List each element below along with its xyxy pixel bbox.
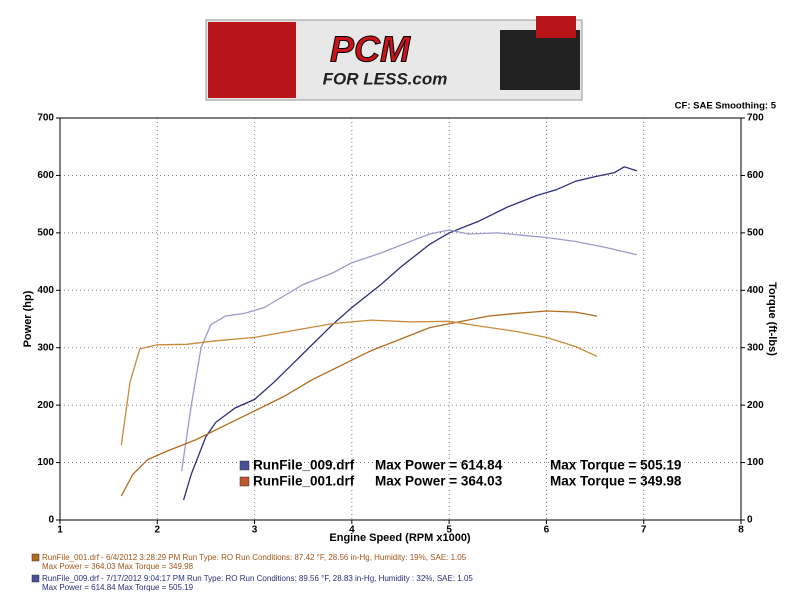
y-tick-label: 300 [37, 342, 54, 353]
x-tick-label: 2 [155, 525, 161, 536]
legend-file: RunFile_001.drf [253, 474, 355, 489]
y-tick-label: 0 [48, 515, 54, 526]
y2-tick-label: 700 [747, 113, 764, 124]
y-tick-label: 500 [37, 227, 54, 238]
run-swatch [31, 553, 40, 562]
x-tick-label: 5 [446, 525, 452, 536]
run-info-line: RunFile_009.drf - 7/17/2012 9:04:17 PM R… [42, 574, 473, 583]
legend-swatch [239, 476, 250, 487]
x-tick-label: 4 [349, 525, 355, 536]
y-tick-label: 200 [37, 400, 54, 411]
logo-main: PCM [330, 29, 411, 70]
logo-sub: FOR LESS.com [323, 69, 448, 88]
x-tick-label: 7 [641, 525, 647, 536]
y2-tick-label: 300 [747, 342, 764, 353]
run-info-max: Max Power = 364.03 Max Torque = 349.98 [42, 562, 194, 571]
y-tick-label: 400 [37, 285, 54, 296]
x-tick-label: 8 [738, 525, 744, 536]
legend-torque: Max Torque = 505.19 [550, 458, 681, 473]
y2-tick-label: 600 [747, 170, 764, 181]
x-axis-label: Engine Speed (RPM x1000) [329, 532, 471, 544]
y2-tick-label: 100 [747, 457, 764, 468]
legend-power: Max Power = 614.84 [375, 458, 503, 473]
logo-car-left [208, 22, 296, 98]
y-tick-label: 700 [37, 113, 54, 124]
settings-annotation: CF: SAE Smoothing: 5 [675, 101, 777, 112]
y-tick-label: 100 [37, 457, 54, 468]
logo-car-small [536, 16, 576, 38]
y2-tick-label: 400 [747, 285, 764, 296]
logo: PCM FOR LESS.com [205, 16, 583, 101]
y2-tick-label: 0 [747, 515, 753, 526]
series-line [182, 166, 638, 501]
run-info-max: Max Power = 614.84 Max Torque = 505.19 [42, 583, 194, 592]
x-tick-label: 1 [57, 525, 63, 536]
series-line [180, 229, 638, 472]
plot-frame [59, 117, 742, 521]
series-line [120, 319, 598, 446]
y2-axis-label: Torque (ft-lbs) [766, 282, 778, 356]
y-tick-label: 600 [37, 170, 54, 181]
series-line [120, 310, 598, 497]
y2-tick-label: 500 [747, 227, 764, 238]
y2-tick-label: 200 [747, 400, 764, 411]
x-tick-label: 3 [252, 525, 258, 536]
legend-file: RunFile_009.drf [253, 458, 355, 473]
logo-car-right [500, 30, 580, 90]
legend-power: Max Power = 364.03 [375, 474, 503, 489]
legend-torque: Max Torque = 349.98 [550, 474, 682, 489]
run-swatch [31, 574, 40, 583]
legend-swatch [239, 460, 250, 471]
run-info-line: RunFile_001.drf - 6/4/2012 3:28:29 PM Ru… [42, 553, 467, 562]
y-axis-label: Power (hp) [22, 290, 34, 347]
x-tick-label: 6 [544, 525, 550, 536]
